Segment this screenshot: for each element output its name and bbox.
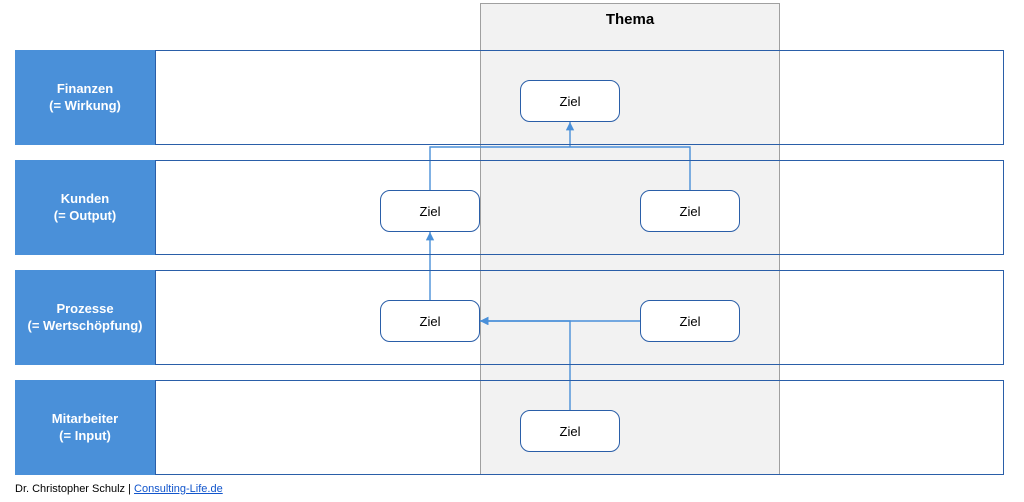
row-label: Prozesse(= Wertschöpfung) — [15, 270, 155, 365]
row-label: Kunden(= Output) — [15, 160, 155, 255]
row-subtitle: (= Wirkung) — [49, 98, 121, 115]
goal-node-label: Ziel — [420, 314, 441, 329]
row-subtitle: (= Output) — [54, 208, 116, 225]
goal-node-label: Ziel — [560, 424, 581, 439]
goal-node: Ziel — [640, 190, 740, 232]
goal-node-label: Ziel — [680, 204, 701, 219]
goal-node: Ziel — [380, 190, 480, 232]
goal-node: Ziel — [520, 410, 620, 452]
goal-node-label: Ziel — [680, 314, 701, 329]
row-label: Mitarbeiter(= Input) — [15, 380, 155, 475]
row-body — [155, 160, 1004, 255]
goal-node-label: Ziel — [420, 204, 441, 219]
attribution: Dr. Christopher Schulz | Consulting-Life… — [15, 483, 223, 495]
attribution-author: Dr. Christopher Schulz — [15, 483, 125, 495]
goal-node: Ziel — [640, 300, 740, 342]
goal-node: Ziel — [380, 300, 480, 342]
row-title: Finanzen — [57, 81, 113, 98]
thema-label: Thema — [480, 11, 780, 28]
row-title: Kunden — [61, 191, 109, 208]
attribution-link[interactable]: Consulting-Life.de — [134, 483, 223, 495]
goal-node-label: Ziel — [560, 94, 581, 109]
row-subtitle: (= Wertschöpfung) — [28, 318, 143, 335]
row-label: Finanzen(= Wirkung) — [15, 50, 155, 145]
diagram-stage: Thema Dr. Christopher Schulz | Consultin… — [0, 0, 1024, 502]
attribution-sep: | — [125, 483, 134, 495]
goal-node: Ziel — [520, 80, 620, 122]
row-title: Mitarbeiter — [52, 411, 118, 428]
row-body — [155, 270, 1004, 365]
row-title: Prozesse — [56, 301, 113, 318]
row-subtitle: (= Input) — [59, 428, 111, 445]
